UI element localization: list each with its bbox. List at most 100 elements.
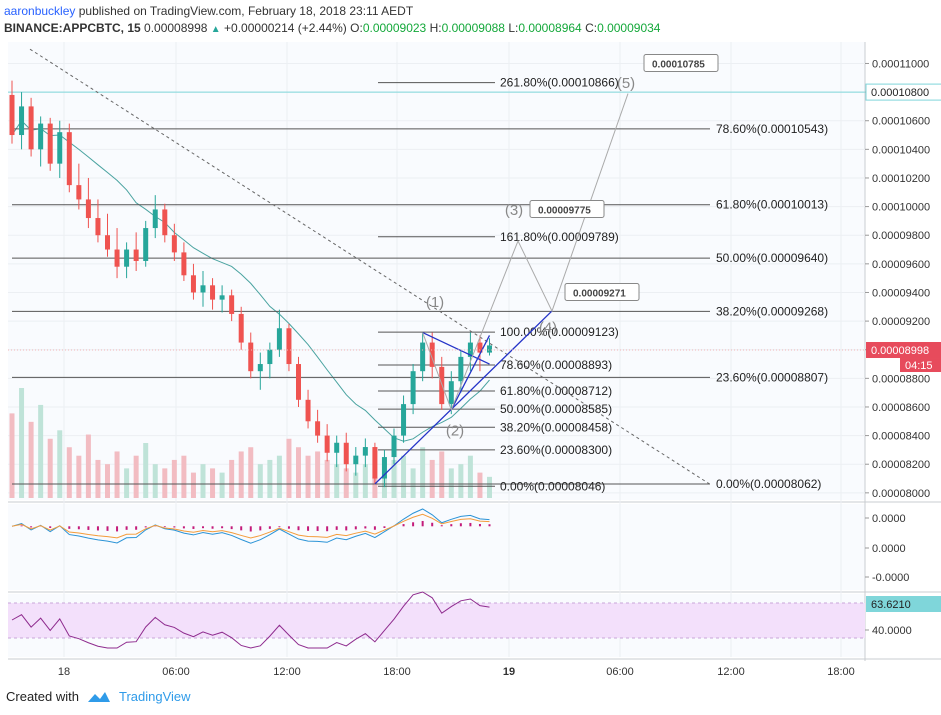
- candle-body: [276, 328, 282, 350]
- volume-bar: [133, 455, 139, 498]
- macd-signal-line: [11, 513, 490, 539]
- volume-bar: [353, 472, 359, 498]
- volume-bar: [372, 476, 378, 498]
- volume-bar: [439, 451, 445, 498]
- fib-level-label: 23.60%(0.00008807): [716, 370, 828, 384]
- candle-body: [95, 218, 101, 236]
- y-tick-label: 0.00008200: [872, 459, 930, 471]
- level-tag: 0.00010800: [871, 87, 929, 99]
- macd-tick-label: -0.0000: [872, 572, 909, 584]
- y-tick-label: 0.00009200: [872, 316, 930, 328]
- volume-bar: [152, 464, 158, 498]
- fib-ext-label: 23.60%(0.00008300): [500, 443, 612, 457]
- candle-body: [229, 295, 235, 314]
- candle-body: [391, 435, 397, 458]
- callout-text: 0.00010785: [652, 59, 705, 70]
- x-tick-label: 18:00: [383, 666, 411, 678]
- candle-body: [334, 442, 340, 453]
- candle-body: [47, 123, 53, 164]
- candle-body: [76, 185, 82, 200]
- trendline-dashed: [29, 48, 711, 485]
- macd-pane: [8, 504, 865, 590]
- x-tick-label: 06:00: [162, 666, 190, 678]
- candle-body: [114, 249, 120, 267]
- candle-body: [477, 342, 483, 353]
- moving-average-line: [11, 119, 490, 442]
- candle-body: [171, 235, 177, 253]
- fib-level-label: 78.60%(0.00010543): [716, 122, 828, 136]
- tradingview-brand[interactable]: TradingView: [118, 689, 191, 704]
- volume-bar: [105, 464, 110, 498]
- candle-body: [200, 285, 206, 293]
- y-tick-label: 0.00008000: [872, 488, 930, 500]
- candle-body: [105, 235, 110, 250]
- fib-ext-label: 0.00%(0.00008046): [500, 479, 605, 493]
- high-label: H:: [429, 21, 442, 35]
- x-tick-label: 18: [58, 666, 70, 678]
- volume-bar: [420, 447, 426, 498]
- callout-text: 0.00009271: [573, 288, 626, 299]
- volume-bar: [401, 455, 407, 498]
- open-value: 0.00009023: [362, 21, 427, 35]
- candle-body: [248, 342, 254, 372]
- rsi-tag-box: [866, 596, 941, 612]
- y-tick-label: 0.00011000: [872, 58, 929, 70]
- close-value: 0.00009034: [597, 21, 661, 35]
- volume-bar: [305, 455, 311, 498]
- y-tick-label: 0.00008800: [872, 373, 930, 385]
- candle-body: [353, 455, 359, 465]
- y-tick-label: 0.00010200: [872, 173, 930, 185]
- volume-bar: [286, 438, 292, 498]
- y-tick-label: 0.00008600: [872, 402, 930, 414]
- footer: Created with TradingView: [6, 689, 191, 704]
- fib-ext-label: 100.00%(0.00009123): [500, 325, 619, 339]
- candle-body: [448, 381, 454, 405]
- volume-bar: [343, 468, 349, 498]
- x-tick-label: 12:00: [273, 666, 301, 678]
- rsi-tick-label: 40.0000: [872, 625, 912, 637]
- fib-level-label: 61.80%(0.00010013): [716, 198, 828, 212]
- wave-label: (1): [426, 294, 444, 311]
- author-link[interactable]: aaronbuckley: [4, 4, 76, 18]
- level-tag-box: [865, 83, 941, 101]
- candle-body: [238, 313, 244, 343]
- candle-body: [152, 209, 158, 229]
- volume-bar: [171, 459, 177, 498]
- volume-bar: [487, 476, 492, 498]
- candle-body: [162, 209, 168, 236]
- publish-info: published on TradingView.com, February 1…: [78, 4, 414, 18]
- price-change: +0.00000214 (+2.44%): [224, 21, 347, 35]
- volume-bar: [219, 472, 225, 498]
- candle-body: [219, 295, 225, 300]
- candle-body: [257, 364, 263, 372]
- volume-bar: [200, 464, 206, 498]
- wave-label: (3): [505, 202, 523, 219]
- volume-bar: [95, 459, 101, 498]
- volume-bar: [315, 451, 321, 498]
- volume-bar: [57, 430, 63, 498]
- fib-ext-label: 78.60%(0.00008893): [500, 358, 612, 372]
- time-tag-box: [900, 358, 941, 373]
- volume-bar: [362, 464, 368, 498]
- rsi-tag: 63.6210: [871, 599, 911, 611]
- last-price-tag: 0.00008998: [871, 345, 929, 357]
- volume-bar: [181, 455, 187, 498]
- candle-body: [487, 345, 492, 353]
- candle-body: [286, 328, 292, 365]
- tradingview-logo-icon: [87, 691, 110, 702]
- rsi-band: [8, 603, 865, 638]
- candle-body: [458, 356, 464, 382]
- fib-ext-label: 38.20%(0.00008458): [500, 420, 612, 434]
- candle-body: [210, 285, 216, 300]
- publish-line: aaronbuckley published on TradingView.co…: [4, 4, 413, 18]
- rsi-line: [11, 591, 490, 649]
- candle-body: [343, 442, 349, 465]
- fib-ext-label: 261.80%(0.00010866): [500, 76, 619, 90]
- wave-label: (4): [539, 320, 557, 337]
- macd-line: [11, 508, 490, 544]
- wave-label: (5): [617, 75, 635, 92]
- callout-box: [643, 53, 719, 72]
- symbol-label: BINANCE:APPCBTC, 15: [4, 21, 141, 35]
- volume-bar: [238, 451, 244, 498]
